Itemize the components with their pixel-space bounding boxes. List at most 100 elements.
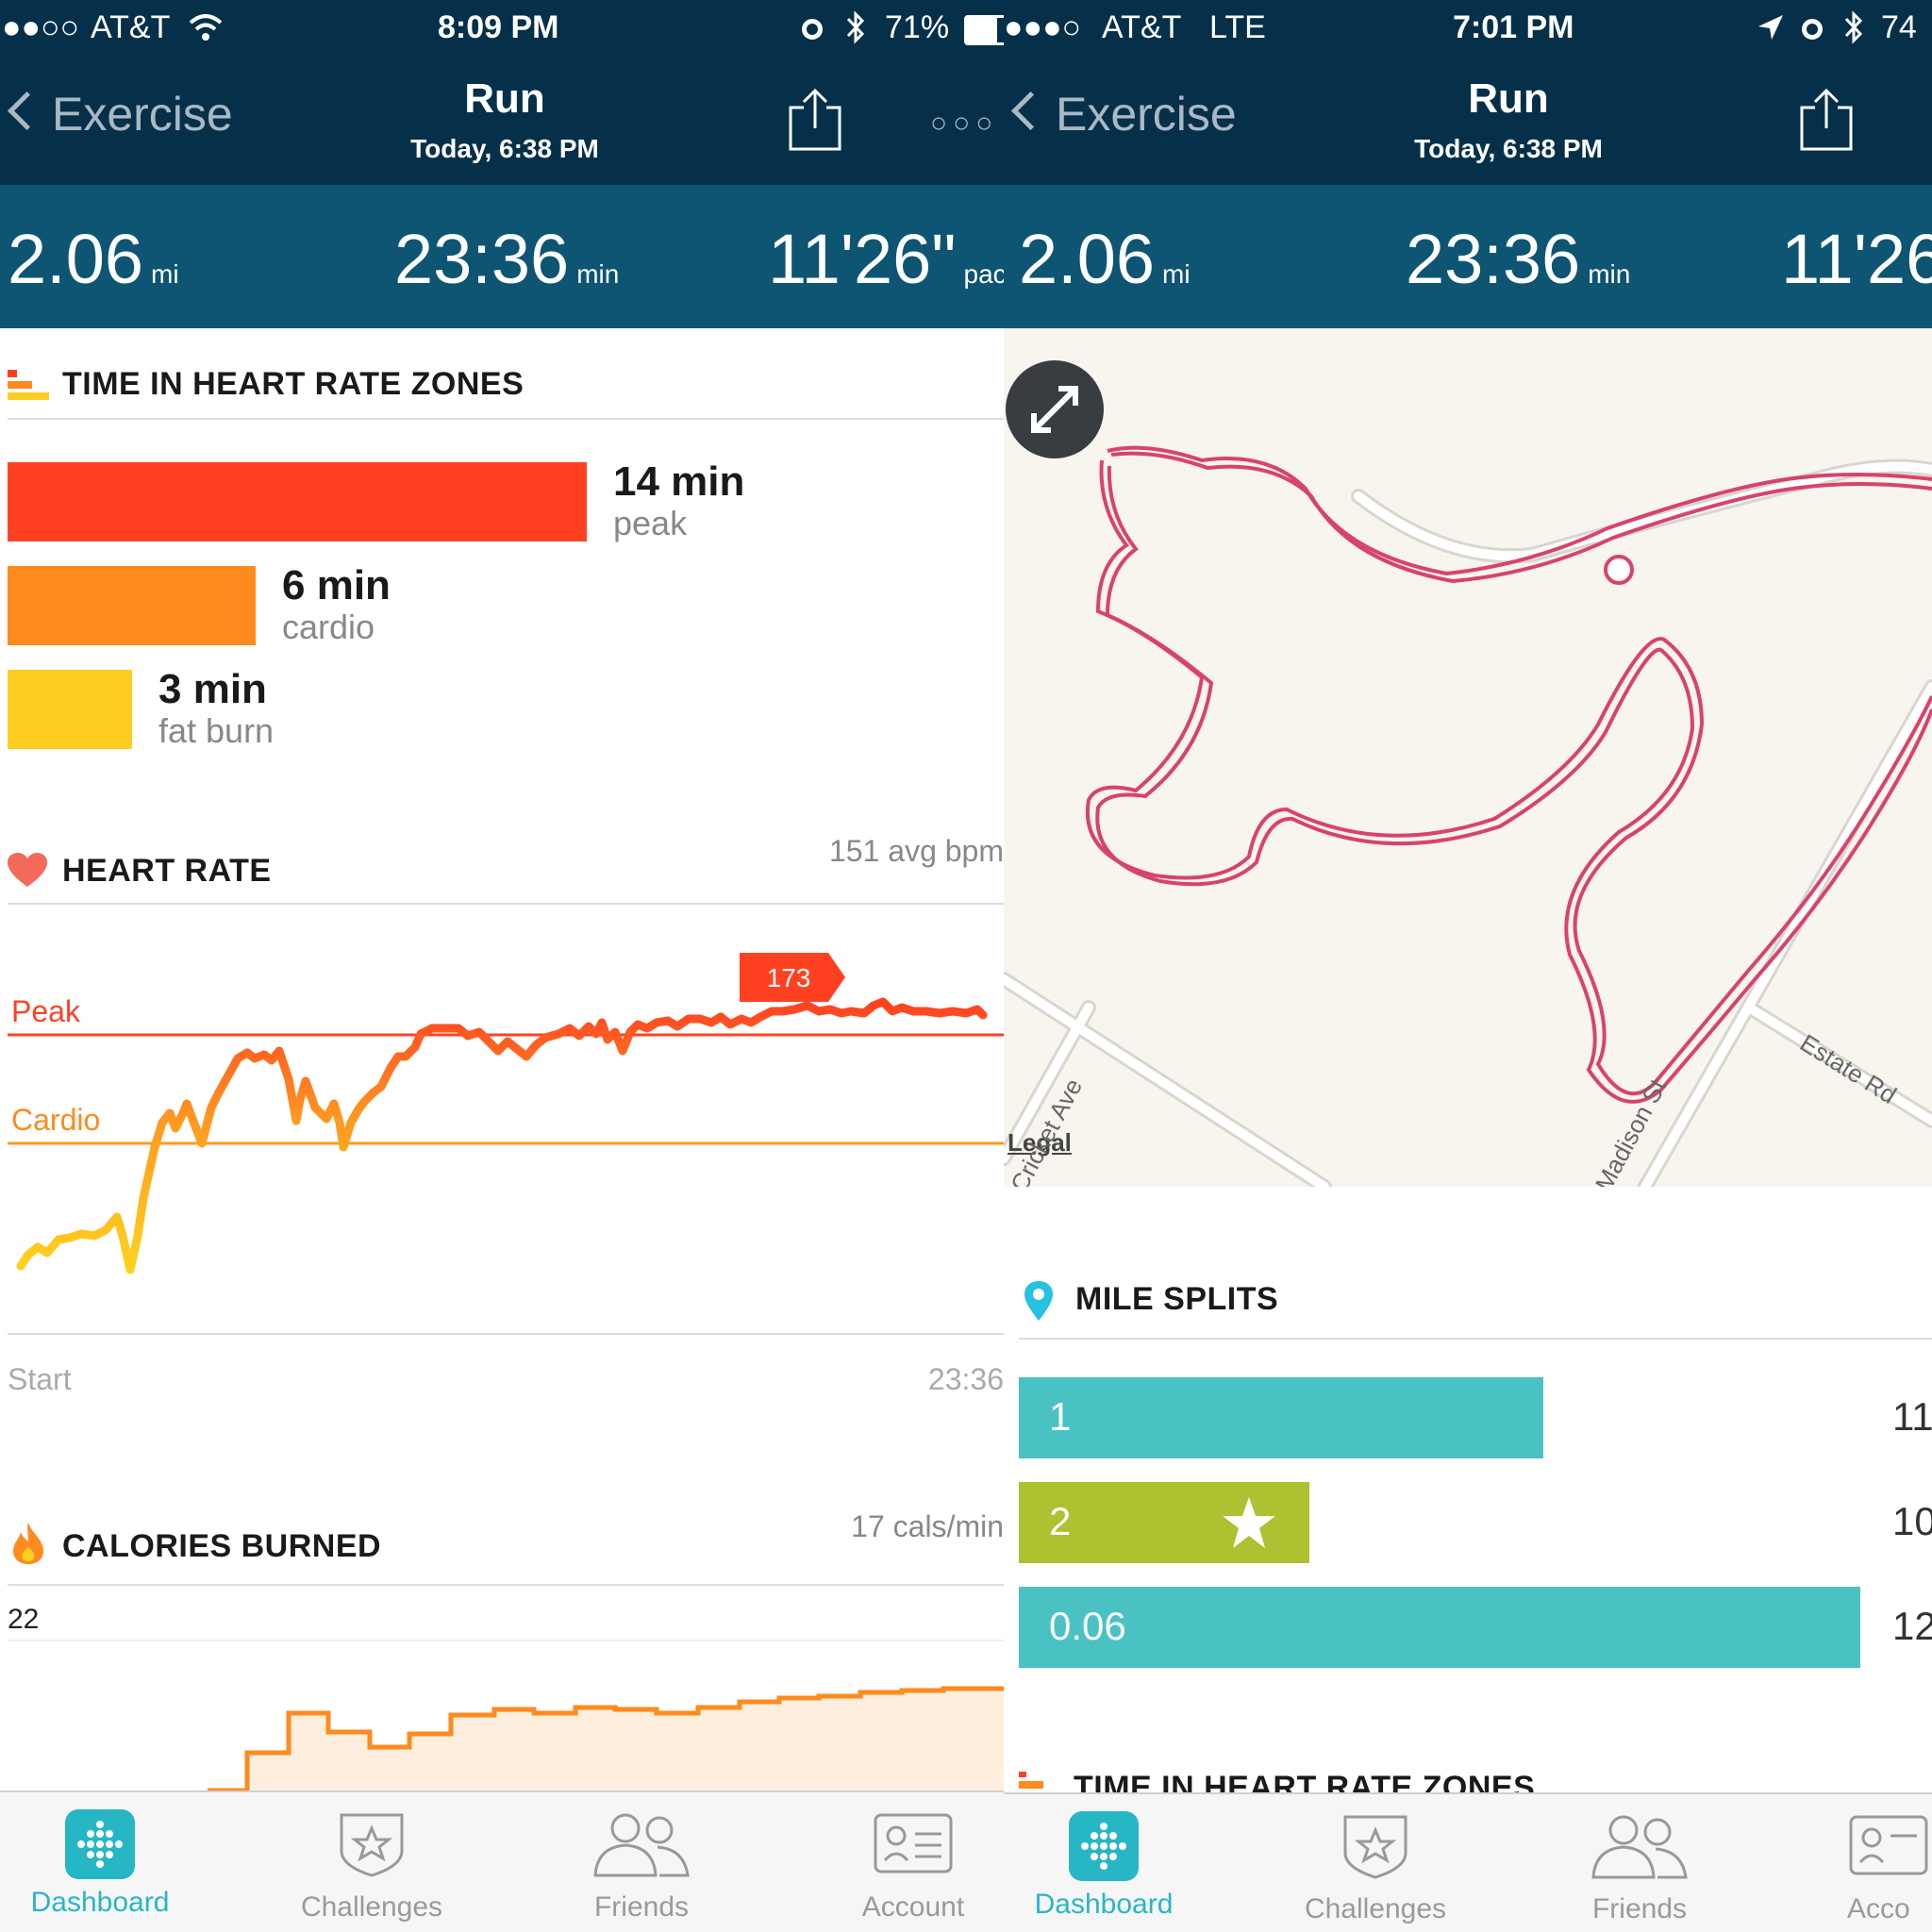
back-label: Exercise bbox=[1056, 88, 1237, 141]
signal-strength: ●●●○ bbox=[1004, 9, 1082, 45]
alarm-icon bbox=[1802, 19, 1823, 40]
tab-dashboard[interactable]: Dashboard bbox=[1019, 1811, 1189, 1921]
page-subtitle: Today, 6:38 PM bbox=[410, 134, 599, 163]
pace-stat: 11'26"pace bbox=[768, 220, 1004, 298]
cardio-label: Cardio bbox=[11, 1103, 100, 1137]
account-icon bbox=[874, 1813, 953, 1874]
flame-icon bbox=[13, 1523, 43, 1564]
zone-minutes: 14 min bbox=[613, 458, 745, 505]
tab-label: Dashboard bbox=[1034, 1889, 1174, 1920]
tab-friends[interactable]: Friends bbox=[557, 1809, 726, 1924]
avg-bpm: 151 avg bpm bbox=[828, 834, 1004, 868]
heart-rate-line bbox=[16, 997, 988, 1274]
network-label: LTE bbox=[1209, 9, 1266, 45]
left-screen: ●●○○ AT&T 8:09 PM 71% Exercise Run Today… bbox=[0, 0, 1004, 1932]
expand-map-button[interactable] bbox=[1006, 360, 1104, 458]
share-icon[interactable] bbox=[787, 87, 843, 153]
carrier-label: AT&T bbox=[1102, 9, 1182, 45]
heart-rate-title: HEART RATE bbox=[62, 853, 272, 889]
duration-stat: 23:36 min bbox=[1406, 220, 1631, 298]
max-bpm-tag bbox=[740, 953, 845, 1002]
challenges-icon bbox=[340, 1813, 404, 1877]
nav-bar: Exercise Run Today, 6:38 PM bbox=[1004, 58, 1932, 185]
friends-icon bbox=[1591, 1815, 1688, 1879]
bluetooth-icon bbox=[846, 10, 865, 44]
friends-icon bbox=[593, 1813, 690, 1877]
tab-bar: Dashboard Challenges Friends Acco bbox=[1004, 1792, 1932, 1932]
split-bar: 0.06 bbox=[1019, 1587, 1860, 1668]
zone-minutes: 6 min bbox=[282, 562, 391, 608]
tab-label: Account bbox=[861, 1891, 965, 1923]
calories-title: CALORIES BURNED bbox=[62, 1528, 382, 1564]
clock: 7:01 PM bbox=[1453, 9, 1574, 45]
tab-account[interactable]: Acco bbox=[1847, 1811, 1932, 1925]
pace-stat: 11'26" bbox=[1781, 220, 1932, 298]
dashboard-icon bbox=[65, 1809, 135, 1879]
carrier-label: AT&T bbox=[91, 9, 171, 45]
zone-bar bbox=[8, 462, 587, 541]
zone-bar bbox=[8, 566, 256, 645]
back-button[interactable]: Exercise bbox=[1004, 87, 1237, 142]
tab-label: Challenges bbox=[300, 1891, 443, 1923]
mile-splits-title: MILE SPLITS bbox=[1075, 1281, 1279, 1317]
chart-end-label: 23:36 bbox=[927, 1362, 1004, 1396]
back-button[interactable]: Exercise bbox=[0, 87, 233, 142]
peak-label: Peak bbox=[11, 994, 81, 1028]
zone-label: cardio bbox=[282, 608, 375, 646]
zones-icon bbox=[1019, 1772, 1043, 1789]
challenges-icon bbox=[1343, 1815, 1407, 1879]
tab-label: Acco bbox=[1847, 1893, 1910, 1924]
zones-icon bbox=[8, 370, 49, 400]
divider bbox=[8, 903, 1004, 905]
heart-icon bbox=[8, 853, 47, 887]
status-bar: ●●○○ AT&T 8:09 PM 71% bbox=[0, 0, 1004, 58]
map-legal-link[interactable]: Legal bbox=[1008, 1128, 1072, 1157]
expand-icon bbox=[1031, 386, 1078, 433]
chart-start-label: Start bbox=[8, 1362, 72, 1396]
location-pin-icon bbox=[1024, 1281, 1053, 1321]
tab-label: Friends bbox=[593, 1891, 690, 1923]
zone-bar bbox=[8, 670, 132, 749]
distance-stat: 2.06 mi bbox=[8, 220, 179, 298]
share-icon[interactable] bbox=[1798, 87, 1855, 153]
route-map[interactable]: Legal Cricket Ave Estate Rd Madison St bbox=[1004, 328, 1932, 1187]
tab-challenges[interactable]: Challenges bbox=[1291, 1811, 1460, 1925]
divider bbox=[8, 1333, 1004, 1335]
page-subtitle: Today, 6:38 PM bbox=[1414, 134, 1603, 163]
tab-label: Challenges bbox=[1304, 1893, 1447, 1924]
tab-bar: Dashboard Challenges Friends Account bbox=[0, 1790, 1004, 1932]
dashboard-icon bbox=[1069, 1811, 1139, 1881]
alarm-icon bbox=[802, 19, 823, 40]
heart-rate-chart: Peak Cardio 173 bbox=[8, 953, 1004, 1274]
divider bbox=[8, 418, 1004, 420]
distance-stat: 2.06 mi bbox=[1019, 220, 1191, 298]
chevron-left-icon bbox=[1010, 91, 1051, 131]
account-icon bbox=[1849, 1815, 1928, 1875]
split-time: 12 bbox=[1892, 1604, 1932, 1648]
duration-stat: 23:36 min bbox=[394, 220, 620, 298]
zone-label: fat burn bbox=[158, 711, 275, 750]
page-dots-icon: ○○○ bbox=[930, 108, 999, 139]
tab-dashboard[interactable]: Dashboard bbox=[15, 1809, 185, 1919]
right-screen: ●●●○ AT&T LTE 7:01 PM 74 Exercise Run To… bbox=[1004, 0, 1932, 1932]
calories-y-tick: 22 bbox=[8, 1604, 40, 1635]
map-canvas bbox=[1004, 445, 1932, 1187]
clock: 8:09 PM bbox=[438, 9, 559, 45]
calories-rate: 17 cals/min bbox=[851, 1509, 1004, 1543]
tab-challenges[interactable]: Challenges bbox=[287, 1809, 457, 1924]
zone-minutes: 3 min bbox=[158, 666, 267, 712]
split-bar: 2 bbox=[1019, 1482, 1309, 1563]
chevron-left-icon bbox=[7, 91, 47, 131]
nav-bar: Exercise Run Today, 6:38 PM ○○○ bbox=[0, 58, 1004, 185]
divider bbox=[8, 1584, 1004, 1586]
tab-label: Friends bbox=[1591, 1893, 1688, 1924]
status-bar: ●●●○ AT&T LTE 7:01 PM 74 bbox=[1004, 0, 1932, 58]
tab-label: Dashboard bbox=[30, 1887, 170, 1918]
zones-title: TIME IN HEART RATE ZONES bbox=[62, 366, 525, 402]
gridline bbox=[8, 1640, 1004, 1641]
tab-account[interactable]: Account bbox=[828, 1809, 998, 1924]
tab-friends[interactable]: Friends bbox=[1555, 1811, 1724, 1925]
split-time: 10 bbox=[1892, 1499, 1932, 1543]
